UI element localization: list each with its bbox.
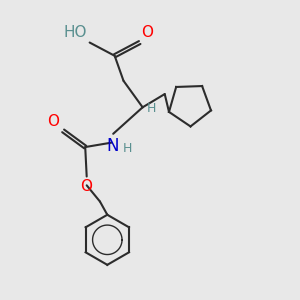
Text: N: N xyxy=(106,137,119,155)
Text: H: H xyxy=(123,142,132,155)
Text: H: H xyxy=(147,102,156,115)
Text: O: O xyxy=(48,113,60,128)
Text: O: O xyxy=(80,179,92,194)
Text: HO: HO xyxy=(64,25,87,40)
Text: O: O xyxy=(141,25,153,40)
